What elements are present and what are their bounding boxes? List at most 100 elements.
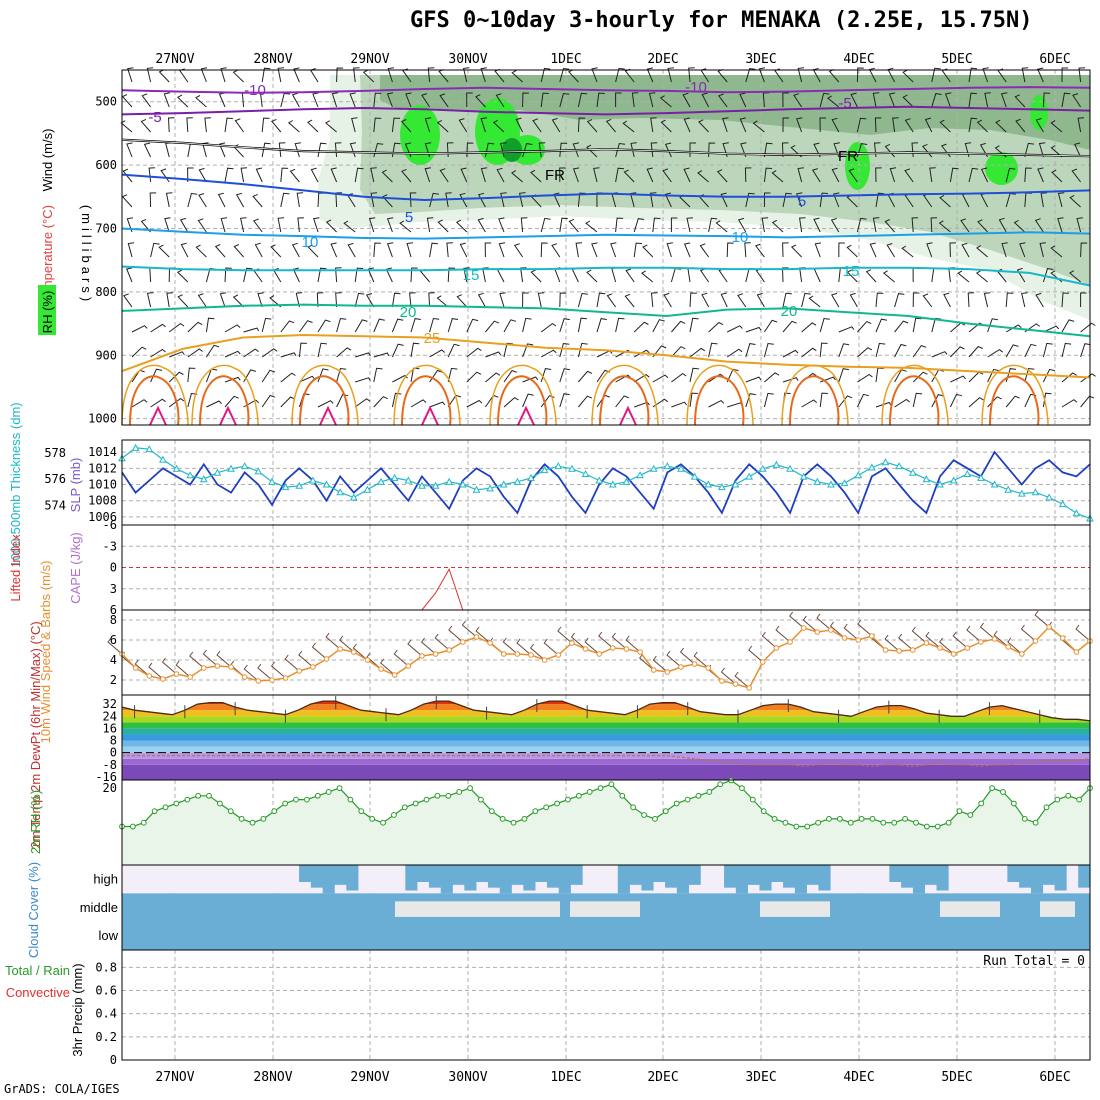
wind-barb: [280, 320, 295, 333]
upper-side-label: Wind (m/s): [40, 129, 55, 192]
rh2m-marker: [347, 796, 354, 803]
rh2m-marker: [140, 819, 147, 826]
wind-barb: [857, 373, 873, 383]
wind-barb: [198, 193, 207, 208]
wind-speed-marker: [528, 652, 534, 658]
date-label-top: 3DEC: [745, 52, 776, 67]
temp2m-line: [121, 700, 1091, 722]
wind-barb: [351, 117, 358, 133]
wind-barb: [671, 372, 687, 383]
wind-barb: [650, 142, 658, 158]
wind-barb: [1013, 219, 1026, 233]
wind-barb: [197, 293, 207, 308]
wind-barb: [931, 67, 941, 83]
wind-barb: [796, 192, 803, 208]
rh2m-marker: [793, 823, 800, 830]
wind-speed-marker: [146, 673, 153, 679]
temp-band: [122, 752, 1090, 759]
pressure-tick-label: 800: [95, 285, 117, 299]
wind-barb: [355, 352, 371, 358]
rh2m-fill: [122, 780, 1090, 865]
wind10-barb: [761, 631, 777, 649]
lifted-index-panel: -6 -3 0 3 6 Lifted Index CAPE (J/kg): [8, 518, 1091, 617]
cloud-high-bar: [676, 865, 689, 894]
wind-barb: [530, 269, 542, 283]
cloud-high-bar: [570, 865, 583, 885]
isotherm-25-loop: [686, 364, 754, 426]
wind-speed-marker: [364, 657, 371, 663]
wind-barb: [912, 392, 923, 408]
wind-barb: [850, 92, 858, 108]
thickness-tick-label: 576: [44, 472, 66, 486]
wind-barb: [901, 245, 914, 258]
wind-speed-marker: [596, 651, 602, 657]
rh2m-marker: [902, 815, 909, 822]
wind-barb: [459, 242, 468, 258]
wind-barb: [280, 92, 291, 108]
wind-barb: [997, 68, 1007, 83]
wind-barb: [577, 292, 588, 308]
rh2m-marker: [967, 812, 974, 818]
wind-barb: [551, 117, 561, 133]
wind-barb: [187, 367, 196, 383]
wind-barb: [538, 142, 546, 158]
wind-barb: [391, 318, 404, 333]
wind10-barb: [598, 631, 614, 649]
wind-barb: [763, 167, 773, 183]
cloud-high-bar: [322, 865, 335, 894]
wind-barb: [846, 269, 858, 283]
wind-barb: [280, 396, 296, 408]
wind10-barb: [1075, 624, 1091, 642]
wind-barb: [1005, 292, 1014, 308]
wind-barb: [280, 372, 296, 383]
thickness-marker: [486, 484, 494, 492]
wind-barb: [596, 292, 606, 308]
temp-tick-label: 24: [103, 709, 117, 723]
wind10-barb: [448, 625, 464, 643]
wind-barb: [708, 342, 718, 358]
rh2m-marker: [423, 796, 430, 803]
wind-barb: [652, 345, 667, 358]
rh2m-marker: [401, 804, 408, 811]
wind10-barb: [148, 662, 164, 680]
wind-barb: [1014, 94, 1026, 108]
wind-barbs: [120, 67, 1096, 408]
wind-barb: [831, 167, 840, 183]
isotherm-label: 20: [781, 303, 798, 320]
wind-barb: [715, 220, 728, 233]
wind-barb: [615, 395, 630, 408]
wind10-barb: [161, 657, 177, 675]
wind-barb: [503, 397, 519, 408]
wind-barb: [503, 342, 513, 358]
wind-barb: [797, 167, 804, 183]
wind-barb: [335, 292, 342, 308]
wind10-barb: [284, 654, 300, 672]
wind-barb: [428, 292, 435, 308]
thickness-marker: [718, 483, 726, 491]
li-tick-label: 0: [110, 561, 117, 575]
date-label-bottom: 6DEC: [1039, 1070, 1070, 1085]
wind-barb: [143, 142, 152, 158]
wind-barb: [218, 142, 226, 158]
wind-barb: [463, 267, 470, 283]
wind-barb: [295, 292, 303, 308]
wind-barb: [335, 267, 342, 283]
li-tick-label: -3: [103, 539, 117, 553]
wind-barb: [292, 267, 300, 283]
wind-barb: [121, 194, 133, 208]
wind-barb: [477, 192, 486, 208]
wind-barb: [439, 168, 449, 183]
wind-barb: [1069, 270, 1081, 283]
wind-barb: [362, 69, 375, 83]
wind-barb: [179, 217, 189, 233]
rh2m-marker: [488, 808, 495, 815]
wind-barb: [987, 368, 1000, 383]
date-label-bottom: 1DEC: [550, 1070, 581, 1085]
rh2m-marker: [282, 800, 289, 807]
wind-barb: [477, 292, 486, 308]
cloud-middle-gap: [1040, 901, 1075, 917]
wind-speed-marker: [391, 672, 398, 678]
slp-line: [121, 450, 1091, 515]
isotherm-25-loop: [191, 364, 259, 426]
wind-barb: [924, 117, 933, 133]
